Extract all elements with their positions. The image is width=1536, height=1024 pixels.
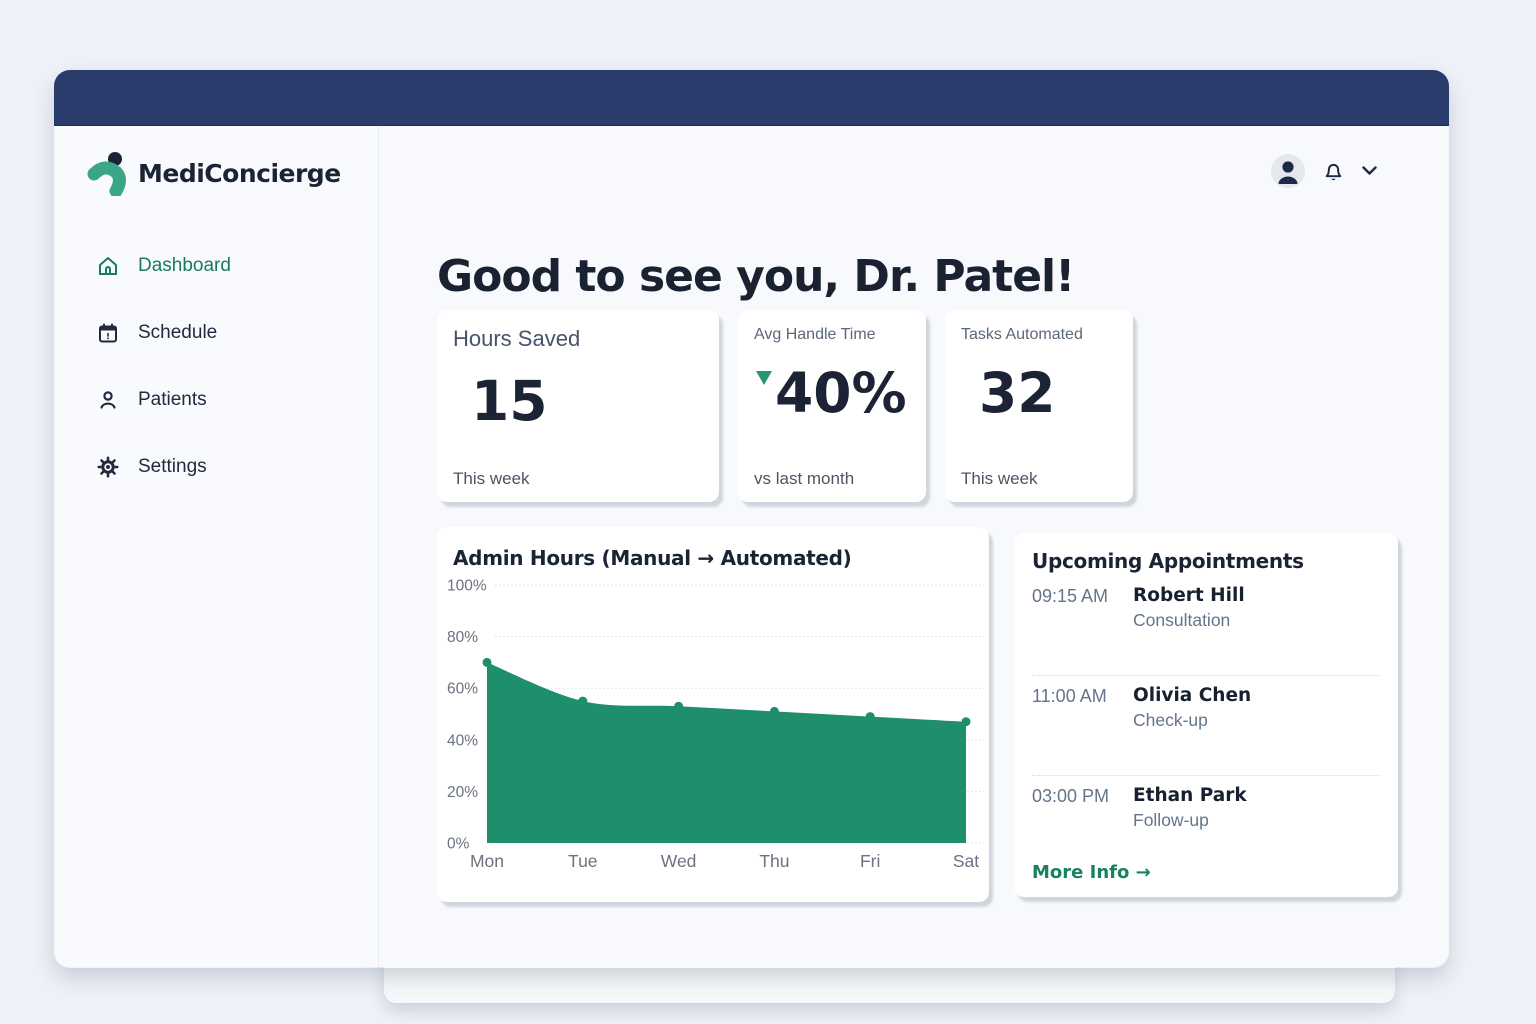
chart-title: Admin Hours (Manual → Automated) [453,546,852,570]
svg-text:100%: 100% [447,578,487,595]
chevron-down-icon[interactable] [1362,166,1377,176]
stat-value: 15 [471,369,548,433]
trend-down-icon [756,371,772,385]
appointments-title: Upcoming Appointments [1032,549,1304,573]
stat-value: 32 [979,361,1056,425]
appointment-row: 11:00 AM Olivia Chen Check-up [1032,676,1380,776]
svg-text:Tue: Tue [568,851,598,871]
sidebar-item-label: Schedule [138,321,218,343]
calendar-icon [96,321,120,345]
svg-text:20%: 20% [447,784,478,801]
stat-card-avg-handle-time: Avg Handle Time 40% vs last month [738,310,926,502]
stat-label: Tasks Automated [961,326,1083,343]
stat-footer: This week [453,469,530,488]
stat-label: Hours Saved [453,326,581,351]
svg-text:60%: 60% [447,681,478,698]
upcoming-appointments-card: Upcoming Appointments 09:15 AM Robert Hi… [1014,533,1398,897]
stat-value: 40% [775,361,907,425]
sidebar-item-schedule[interactable]: Schedule [54,299,378,366]
bell-icon[interactable] [1321,159,1346,184]
appointment-time: 11:00 AM [1032,686,1107,706]
sidebar-item-settings[interactable]: Settings [54,433,378,500]
stat-footer: vs last month [754,469,855,488]
appointment-name: Ethan Park [1133,785,1247,806]
stat-footer: This week [961,469,1038,488]
main-content: Good to see you, Dr. Patel! Hours Saved … [379,126,1449,967]
svg-text:Wed: Wed [661,851,697,871]
home-icon [96,254,120,278]
svg-text:80%: 80% [447,629,478,646]
appointment-name: Olivia Chen [1133,685,1252,706]
brand: MediConcierge [54,126,378,196]
sidebar-item-label: Dashboard [138,254,231,276]
svg-text:Fri: Fri [860,851,880,871]
header-controls [1271,154,1377,188]
svg-text:Sat: Sat [953,851,979,871]
patients-icon [96,388,120,412]
appointment-row: 03:00 PM Ethan Park Follow-up [1032,776,1380,876]
brand-name: MediConcierge [138,158,341,188]
appointments-list: 09:15 AM Robert Hill Consultation 11:00 … [1032,576,1380,876]
appointment-name: Robert Hill [1133,585,1245,606]
sidebar: MediConcierge Dashboard [54,126,379,967]
stat-card-hours-saved: Hours Saved 15 This week [437,310,719,502]
sidebar-nav: Dashboard Schedule [54,232,378,500]
appointment-time: 03:00 PM [1032,786,1110,806]
appointment-type: Check-up [1133,710,1208,730]
svg-text:Mon: Mon [470,851,504,871]
stat-card-tasks-automated: Tasks Automated 32 This week [945,310,1133,502]
sidebar-item-label: Patients [138,388,207,410]
svg-text:40%: 40% [447,732,478,749]
gear-icon [96,455,120,479]
admin-hours-card: Admin Hours (Manual → Automated) 0% 20% 40… [437,527,989,902]
appointment-time: 09:15 AM [1032,586,1109,606]
admin-hours-chart: 0% 20% 40% 60% 80% 100% Mon Tue Wed Thu Fri Sat [447,578,985,871]
stat-label: Avg Handle Time [754,326,876,343]
app-window: MediConcierge Dashboard [54,70,1449,968]
more-info-link[interactable]: More Info → [1032,862,1151,883]
appointment-type: Consultation [1133,610,1231,630]
appointment-type: Follow-up [1133,810,1209,830]
user-avatar[interactable] [1271,154,1305,188]
stat-cards-row: Hours Saved 15 This week Avg Handle Time… [437,310,1133,502]
sidebar-item-label: Settings [138,455,207,477]
greeting-heading: Good to see you, Dr. Patel! [437,251,1075,302]
sidebar-item-dashboard[interactable]: Dashboard [54,232,378,299]
sidebar-item-patients[interactable]: Patients [54,366,378,433]
window-title-bar [54,70,1449,126]
svg-text:0%: 0% [447,836,470,853]
appointment-row: 09:15 AM Robert Hill Consultation [1032,576,1380,676]
svg-text:Thu: Thu [759,851,789,871]
brand-logo-icon [86,150,132,196]
